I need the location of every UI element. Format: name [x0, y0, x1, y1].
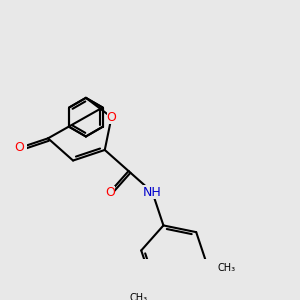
Text: O: O	[14, 141, 24, 154]
Text: NH: NH	[143, 186, 162, 199]
Text: CH₃: CH₃	[218, 263, 236, 273]
Text: O: O	[106, 111, 116, 124]
Text: O: O	[105, 186, 115, 199]
Text: CH₃: CH₃	[129, 292, 147, 300]
